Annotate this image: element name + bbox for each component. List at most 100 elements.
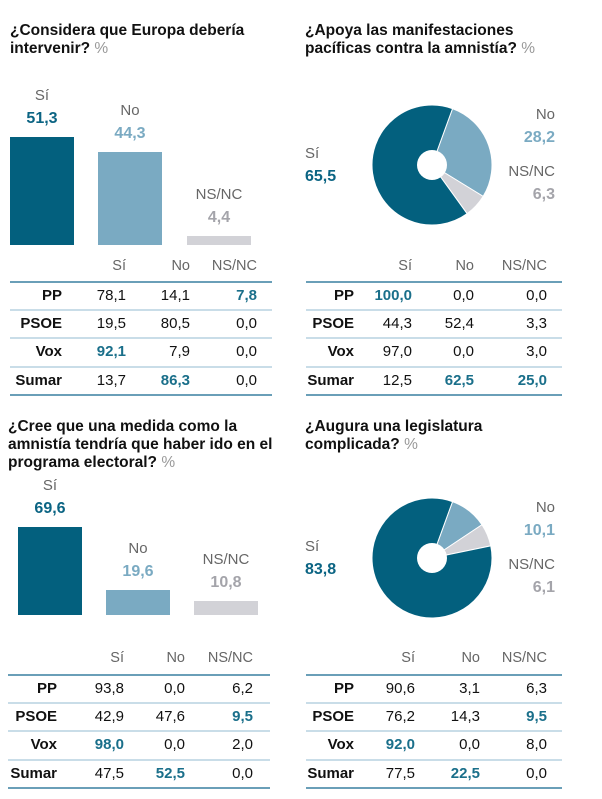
table-row: Sumar 77,5 22,5 0,0: [305, 765, 575, 785]
cell-no: 0,0: [459, 736, 480, 753]
title-text: ¿Apoya las manifestaciones pacíficas con…: [305, 22, 517, 57]
row-divider: [306, 337, 562, 339]
category-label-no: No: [535, 499, 555, 516]
party-label: PSOE: [312, 708, 354, 725]
cell-nsnc: 9,5: [232, 708, 253, 725]
row-divider: [306, 309, 562, 311]
cell-nsnc: 0,0: [236, 343, 257, 360]
table-row: PP 100,0 0,0 0,0: [305, 287, 575, 307]
chart-title: ¿Apoya las manifestaciones pacíficas con…: [305, 22, 575, 58]
category-label-nsnc: NS/NC: [202, 551, 250, 569]
pie-chart: [371, 497, 493, 619]
cell-si: 47,5: [94, 765, 124, 782]
party-label: Vox: [35, 343, 62, 360]
category-label-si: Sí: [42, 476, 58, 494]
category-label-nsnc: NS/NC: [508, 163, 555, 180]
value-label-no: 44,3: [114, 124, 146, 142]
party-label: PSOE: [312, 315, 354, 332]
category-label-nsnc: NS/NC: [508, 556, 555, 573]
row-divider: [306, 787, 562, 789]
category-label-no: No: [128, 540, 148, 558]
table-row: PP 78,1 14,1 7,8: [10, 287, 280, 307]
value-label-no: 10,1: [523, 522, 555, 539]
cell-si: 98,0: [94, 736, 124, 753]
row-divider: [10, 337, 272, 339]
category-label-nsnc: NS/NC: [195, 185, 243, 203]
row-divider: [10, 281, 272, 283]
cell-si: 12,5: [382, 372, 412, 389]
cell-nsnc: 6,2: [232, 680, 253, 697]
cell-nsnc: 7,8: [236, 287, 257, 304]
category-label-no: No: [120, 101, 140, 119]
pie-chart: [371, 104, 493, 226]
cell-si: 92,0: [385, 736, 415, 753]
cell-si: 44,3: [382, 315, 412, 332]
party-label: PP: [36, 680, 57, 697]
table-row: PSOE 44,3 52,4 3,3: [305, 315, 575, 335]
table-row: Vox 97,0 0,0 3,0: [305, 343, 575, 363]
title-text: ¿Cree que una medida como la amnistía te…: [8, 418, 273, 471]
cell-no: 0,0: [164, 680, 185, 697]
chart-panel-1: ¿Considera que Europa debería intervenir…: [10, 22, 300, 412]
cell-nsnc: 25,0: [517, 372, 547, 389]
column-header-nsnc: NS/NC: [501, 258, 547, 274]
cell-nsnc: 0,0: [232, 765, 253, 782]
cell-no: 0,0: [164, 736, 185, 753]
row-divider: [10, 309, 272, 311]
row-divider: [306, 281, 562, 283]
row-divider: [8, 730, 270, 732]
cell-si: 93,8: [94, 680, 124, 697]
party-label: PP: [333, 680, 354, 697]
unit-label: %: [404, 436, 418, 453]
value-label-si: 51,3: [26, 110, 58, 128]
value-label-si: 83,8: [305, 561, 337, 578]
cell-no: 14,3: [450, 708, 480, 725]
row-divider: [8, 702, 270, 704]
column-header-nsnc: NS/NC: [501, 650, 547, 666]
column-header-si: Sí: [398, 258, 412, 274]
cell-si: 92,1: [96, 343, 126, 360]
cell-nsnc: 2,0: [232, 736, 253, 753]
cell-no: 0,0: [453, 343, 474, 360]
table-row: PSOE 19,5 80,5 0,0: [10, 315, 280, 335]
bar-si: [10, 137, 74, 245]
party-label: PSOE: [20, 315, 62, 332]
cell-no: 80,5: [160, 315, 190, 332]
cell-si: 42,9: [94, 708, 124, 725]
row-divider: [306, 366, 562, 368]
cell-no: 52,4: [444, 315, 474, 332]
cell-nsnc: 0,0: [236, 372, 257, 389]
cell-nsnc: 0,0: [236, 315, 257, 332]
value-label-no: 19,6: [122, 563, 154, 581]
bar-nsnc: [187, 235, 251, 245]
table-row: PSOE 42,9 47,6 9,5: [8, 708, 278, 728]
cell-si: 97,0: [382, 343, 412, 360]
cell-nsnc: 3,0: [526, 343, 547, 360]
value-label-si: 69,6: [34, 499, 66, 517]
party-label: Vox: [327, 343, 354, 360]
bar-nsnc: [194, 601, 258, 615]
column-header-nsnc: NS/NC: [207, 650, 253, 666]
cell-nsnc: 3,3: [526, 315, 547, 332]
table-row: Vox 92,0 0,0 8,0: [305, 736, 575, 756]
party-label: PP: [333, 287, 354, 304]
column-header-si: Sí: [401, 650, 415, 666]
value-label-si: 65,5: [305, 168, 337, 185]
party-label: Sumar: [10, 765, 57, 782]
row-divider: [8, 787, 270, 789]
category-label-si: Sí: [305, 538, 320, 555]
row-divider: [306, 394, 562, 396]
row-divider: [8, 674, 270, 676]
column-header-no: No: [455, 258, 474, 274]
party-label: Vox: [30, 736, 57, 753]
chart-title: ¿Considera que Europa debería intervenir…: [10, 22, 280, 58]
party-label: Sumar: [307, 372, 354, 389]
cell-no: 22,5: [450, 765, 480, 782]
value-label-nsnc: 4,4: [207, 208, 231, 226]
row-divider: [306, 759, 562, 761]
pie-hole: [417, 150, 447, 180]
table-row: Vox 92,1 7,9 0,0: [10, 343, 280, 363]
column-header-si: Sí: [110, 650, 124, 666]
bar-no: [106, 590, 170, 615]
pie-slice-no: [431, 107, 493, 198]
